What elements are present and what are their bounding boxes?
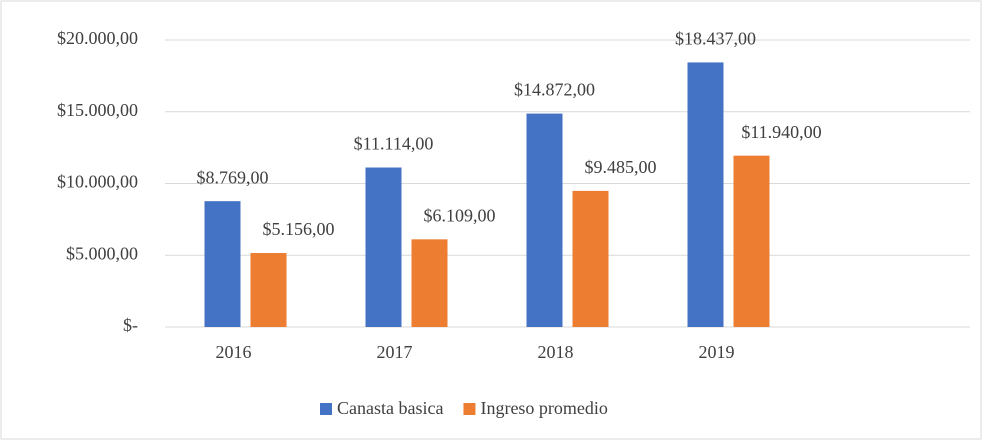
data-label: $11.114,00 bbox=[354, 134, 434, 154]
bar bbox=[411, 239, 448, 327]
data-label: $5.156,00 bbox=[263, 219, 335, 239]
y-tick-label: $20.000,00 bbox=[57, 28, 138, 48]
bar bbox=[250, 253, 287, 327]
x-tick-label: 2018 bbox=[538, 342, 574, 362]
y-tick-label: $10.000,00 bbox=[57, 172, 138, 192]
y-tick-label: $5.000,00 bbox=[66, 243, 138, 263]
data-label: $14.872,00 bbox=[514, 80, 595, 100]
bar bbox=[572, 190, 609, 327]
data-label: $11.940,00 bbox=[741, 122, 821, 142]
bar bbox=[733, 155, 770, 327]
x-tick-label: 2019 bbox=[699, 342, 735, 362]
data-label: $6.109,00 bbox=[424, 205, 496, 225]
legend-label: Canasta basica bbox=[337, 398, 443, 418]
data-label: $18.437,00 bbox=[675, 29, 756, 49]
y-tick-label: $15.000,00 bbox=[57, 100, 138, 120]
legend-swatch bbox=[320, 403, 332, 415]
bar bbox=[204, 201, 241, 327]
y-tick-label: $- bbox=[123, 315, 138, 335]
data-label: $8.769,00 bbox=[197, 167, 269, 187]
bar bbox=[365, 167, 402, 327]
x-tick-label: 2016 bbox=[216, 342, 252, 362]
legend-label: Ingreso promedio bbox=[480, 398, 607, 418]
data-label: $9.485,00 bbox=[585, 157, 657, 177]
bar bbox=[687, 62, 724, 328]
legend-swatch bbox=[463, 403, 476, 415]
x-tick-label: 2017 bbox=[377, 342, 413, 362]
bar bbox=[526, 113, 563, 328]
